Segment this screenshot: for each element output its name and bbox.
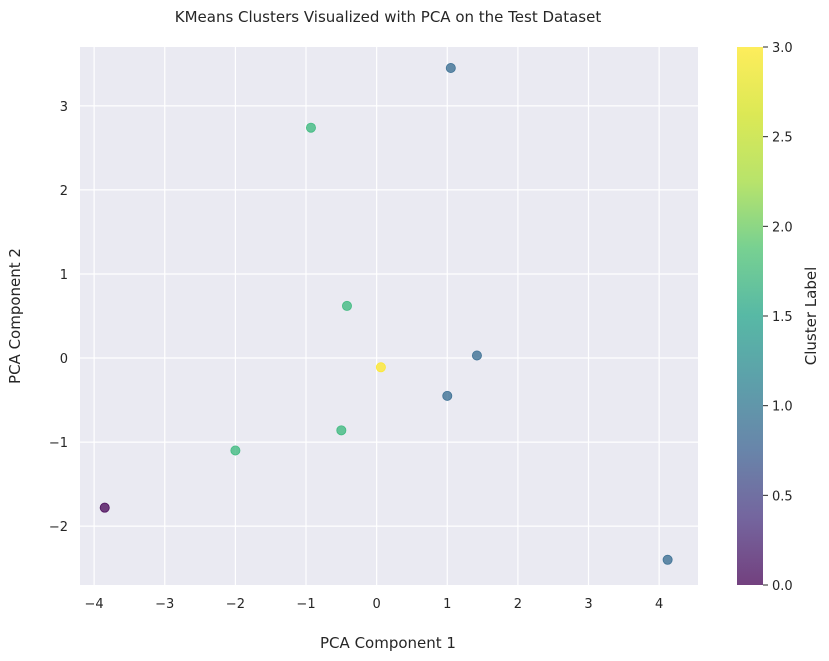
data-points: [99, 63, 673, 565]
data-point: [445, 63, 456, 74]
x-tick-label: 0: [372, 597, 380, 612]
x-tick-label: −1: [296, 597, 315, 612]
colorbar-tick-labels: 0.0 0.5 1.0 1.5 2.0 2.5 3.0: [763, 41, 793, 594]
x-tick-label: 4: [655, 597, 663, 612]
y-tick-labels: −2 −1 0 1 2 3: [49, 100, 68, 535]
colorbar-tick-label: 0.0: [772, 579, 793, 594]
plot-area: [80, 47, 698, 585]
data-point: [662, 554, 673, 565]
y-tick-label: 0: [60, 352, 68, 367]
colorbar: [737, 47, 763, 585]
y-axis-label: PCA Component 2: [6, 248, 24, 384]
x-tick-label: −2: [226, 597, 245, 612]
data-point: [305, 122, 316, 133]
colorbar-tick-label: 3.0: [772, 41, 793, 56]
y-tick-label: 3: [60, 100, 68, 115]
y-tick-label: −2: [49, 520, 68, 535]
colorbar-tick-label: 1.0: [772, 400, 793, 415]
colorbar-label: Cluster Label: [802, 267, 820, 365]
colorbar-tick-label: 0.5: [772, 489, 793, 504]
y-tick-label: −1: [49, 436, 68, 451]
data-point: [375, 362, 386, 373]
data-point: [341, 300, 352, 311]
data-point: [230, 445, 241, 456]
x-tick-labels: −4 −3 −2 −1 0 1 2 3 4: [85, 597, 664, 612]
chart-title: KMeans Clusters Visualized with PCA on t…: [175, 8, 602, 26]
x-axis-label: PCA Component 1: [320, 634, 456, 652]
x-tick-label: 1: [443, 597, 451, 612]
x-tick-label: 2: [514, 597, 522, 612]
colorbar-tick-label: 1.5: [772, 310, 793, 325]
data-point: [471, 350, 482, 361]
colorbar-tick-label: 2.0: [772, 220, 793, 235]
data-point: [336, 425, 347, 436]
grid-lines: [80, 47, 698, 585]
x-tick-label: 3: [584, 597, 592, 612]
y-tick-label: 2: [60, 184, 68, 199]
data-point: [442, 390, 453, 401]
y-tick-label: 1: [60, 268, 68, 283]
x-tick-label: −3: [155, 597, 174, 612]
colorbar-tick-label: 2.5: [772, 131, 793, 146]
data-point: [99, 502, 110, 513]
x-tick-label: −4: [85, 597, 104, 612]
